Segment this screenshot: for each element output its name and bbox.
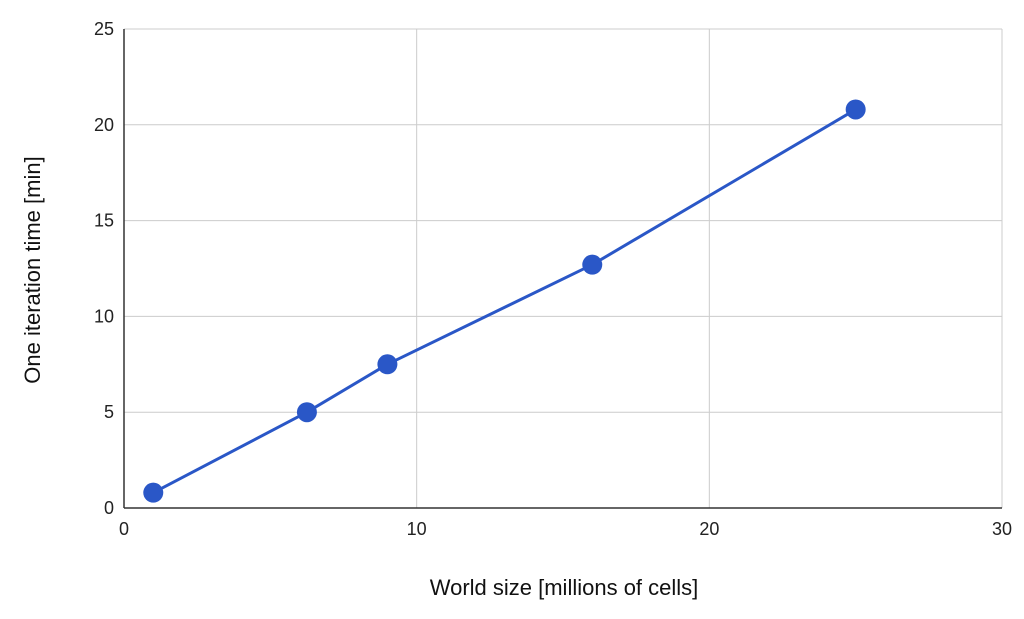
plot-area <box>143 99 866 503</box>
x-tick-label: 10 <box>407 519 427 539</box>
y-axis-title: One iteration time [min] <box>20 156 45 383</box>
y-tick-label: 10 <box>94 306 114 326</box>
y-tick-label: 15 <box>94 211 114 231</box>
x-tick-label: 20 <box>699 519 719 539</box>
data-point <box>582 254 603 275</box>
data-point <box>143 482 164 503</box>
data-point <box>377 354 398 375</box>
y-tick-label: 0 <box>104 498 114 518</box>
grid <box>124 28 1003 508</box>
data-point <box>296 402 317 423</box>
series-line <box>152 108 857 495</box>
x-axis-title: World size [millions of cells] <box>430 575 699 600</box>
tick-labels: 0 5 10 15 20 25 0 10 20 30 <box>94 19 1012 539</box>
axes <box>123 29 1002 509</box>
data-point <box>845 99 866 120</box>
y-tick-label: 5 <box>104 402 114 422</box>
x-tick-label: 0 <box>119 519 129 539</box>
y-tick-label: 25 <box>94 19 114 39</box>
y-tick-label: 20 <box>94 115 114 135</box>
x-tick-label: 30 <box>992 519 1012 539</box>
